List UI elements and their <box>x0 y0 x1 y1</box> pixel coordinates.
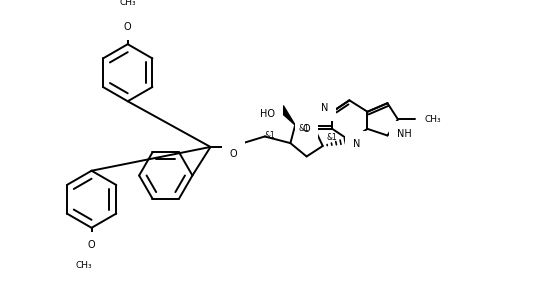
Text: CH₃: CH₃ <box>119 0 136 7</box>
Text: &1: &1 <box>264 131 275 140</box>
Text: O: O <box>88 240 95 250</box>
Text: &1: &1 <box>326 133 338 142</box>
Text: &1: &1 <box>299 124 310 133</box>
Text: N: N <box>321 103 329 113</box>
Text: O: O <box>303 124 310 134</box>
Text: O: O <box>229 149 237 158</box>
Text: HO: HO <box>260 109 275 119</box>
Text: CH₃: CH₃ <box>76 261 92 270</box>
Polygon shape <box>278 106 295 125</box>
Text: N: N <box>353 139 360 149</box>
Text: CH₃: CH₃ <box>425 115 441 124</box>
Text: O: O <box>124 22 132 32</box>
Text: NH: NH <box>397 128 412 139</box>
